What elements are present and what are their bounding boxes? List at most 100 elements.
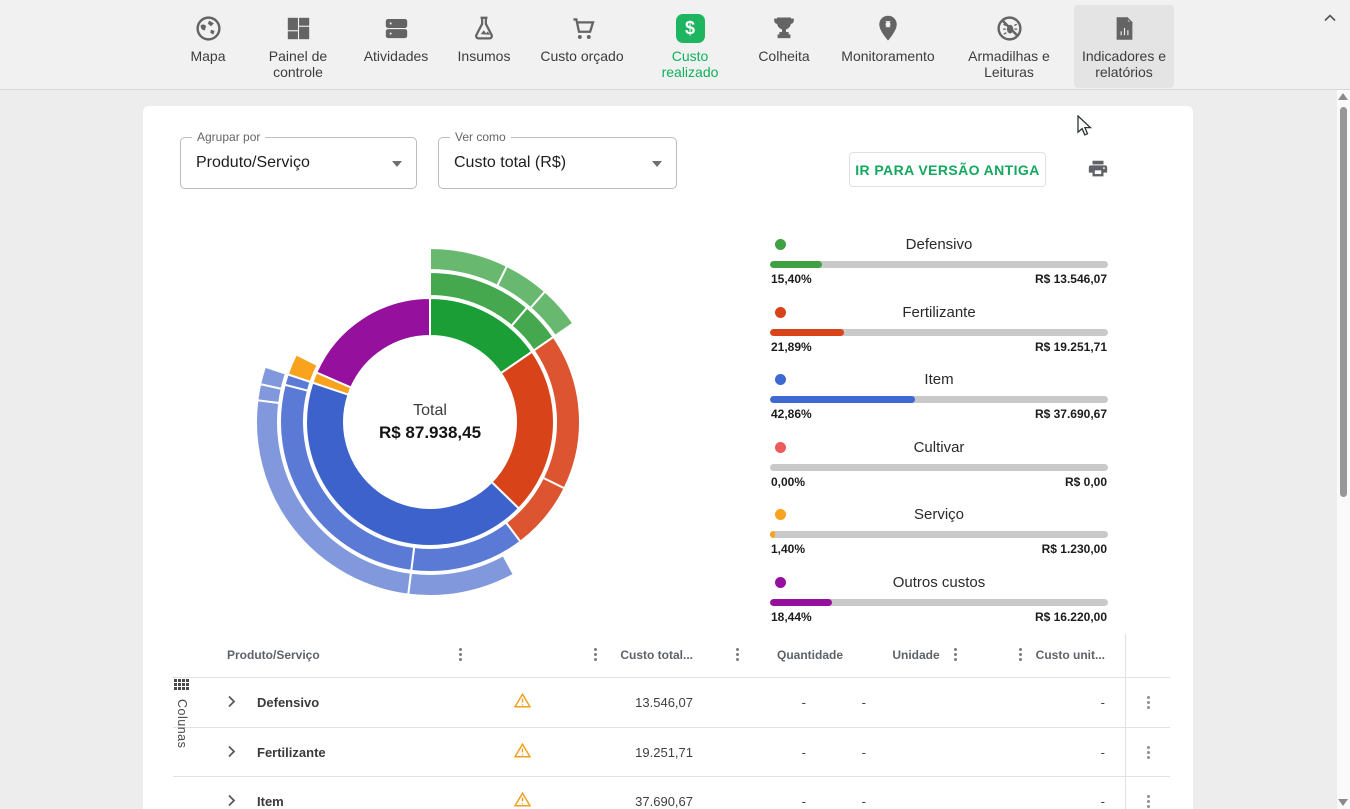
nav-label: Painel de controle (268, 48, 328, 81)
sunburst-segment[interactable] (315, 296, 431, 389)
trap-icon (995, 11, 1024, 45)
sunburst-segment[interactable] (529, 290, 575, 338)
row-quantidade: - (801, 695, 806, 710)
nav-item-monitoramento[interactable]: Monitoramento (832, 5, 944, 72)
warning-icon[interactable] (513, 791, 532, 809)
columns-grid-icon (174, 679, 190, 691)
legend-amount: R$ 13.546,07 (1034, 272, 1107, 286)
row-menu-icon[interactable] (1141, 744, 1155, 760)
nav-label: Monitoramento (841, 48, 935, 64)
sunburst-chart[interactable] (250, 242, 610, 602)
row-custo-total: 13.546,07 (635, 695, 693, 710)
columns-panel-toggle[interactable]: Colunas (174, 679, 190, 748)
row-unidade: - (861, 794, 866, 809)
warning-icon[interactable] (513, 742, 532, 763)
col-custo-unit: Custo unit... (1035, 648, 1105, 662)
legend-dot (775, 306, 786, 318)
table-row-defensivo[interactable]: Defensivo 13.546,07 - - - (173, 677, 1170, 727)
legend-item-outros-custos[interactable]: Outros custos 18,44% R$ 16.220,00 (770, 574, 1108, 624)
expand-chevron-icon[interactable] (227, 745, 236, 763)
sunburst-segment[interactable] (258, 365, 288, 391)
row-quantidade: - (801, 794, 806, 809)
scroll-down-arrow[interactable] (1338, 799, 1348, 806)
nav-item-painel-de-controle[interactable]: Painel de controle (252, 5, 344, 88)
nav-item-indicadores-e-relatorios[interactable]: Indicadores e relatórios (1074, 5, 1174, 89)
dollar-icon: $ (675, 11, 705, 45)
table-row-item[interactable]: Item 37.690,67 - - - (173, 776, 1170, 809)
nav-label: Insumos (457, 48, 511, 64)
print-icon[interactable] (1087, 158, 1109, 180)
pin-icon (874, 11, 902, 45)
row-quantidade: - (801, 744, 806, 760)
row-menu-icon[interactable] (1141, 694, 1155, 710)
legend-percent: 15,40% (771, 272, 812, 286)
legend-title: Serviço (913, 506, 965, 523)
legend-item-item[interactable]: Item 42,86% R$ 37.690,67 (770, 371, 1108, 421)
sunburst-segment[interactable] (305, 381, 521, 547)
sunburst-segment[interactable] (286, 352, 319, 384)
legend-percent: 21,89% (771, 339, 812, 354)
nav-label: Mapa (190, 48, 226, 64)
col-quantidade: Quantidade (776, 648, 843, 662)
legend-item-defensivo[interactable]: Defensivo 15,40% R$ 13.546,07 (770, 236, 1108, 286)
columns-panel-label: Colunas (175, 699, 189, 749)
table-column-divider (1125, 634, 1126, 809)
legend-percent: 1,40% (771, 542, 806, 556)
scrollbar-thumb[interactable] (1340, 107, 1347, 497)
group-by-label: Agrupar por (192, 130, 266, 144)
col-custo-total: Custo total... (620, 648, 693, 662)
view-as-label: Ver como (450, 130, 511, 144)
column-menu-icon[interactable] (1013, 646, 1027, 662)
expand-chevron-icon[interactable] (227, 695, 236, 713)
nav-item-armadilhas-e-leituras[interactable]: Armadilhas e Leituras (956, 5, 1062, 88)
legend-title: Cultivar (913, 438, 965, 456)
legend-item-servico[interactable]: Serviço 1,40% R$ 1.230,00 (770, 506, 1108, 556)
chevron-up-icon[interactable] (1320, 8, 1340, 33)
row-custo-unit: - (1100, 794, 1105, 809)
row-custo-unit: - (1100, 744, 1105, 760)
nav-item-custo-orcado[interactable]: Custo orçado (532, 5, 632, 72)
warning-icon[interactable] (513, 692, 532, 713)
view-as-select[interactable]: Ver como Custo total (R$) (438, 130, 677, 189)
column-menu-icon[interactable] (588, 646, 602, 662)
row-custo-total: 37.690,67 (635, 794, 693, 809)
row-custo-total: 19.251,71 (635, 744, 693, 760)
scrollbar[interactable] (1337, 90, 1350, 809)
column-menu-icon[interactable] (730, 646, 744, 662)
legend-dot (775, 374, 786, 385)
legend-item-fertilizante[interactable]: Fertilizante 21,89% R$ 19.251,71 (770, 304, 1108, 354)
nav-item-colheita[interactable]: Colheita (748, 5, 820, 72)
cart-icon (568, 11, 597, 45)
dashboard-icon (285, 11, 312, 45)
chart-legend: Defensivo 15,40% R$ 13.546,07 Fertilizant… (770, 236, 1108, 641)
nav-label: Atividades (363, 48, 429, 64)
column-menu-icon[interactable] (453, 646, 467, 662)
group-by-value: Produto/Serviço (196, 154, 310, 171)
legend-bar (770, 396, 1108, 403)
column-menu-icon[interactable] (948, 646, 962, 662)
legend-percent: 18,44% (771, 609, 812, 624)
expand-chevron-icon[interactable] (227, 794, 236, 809)
row-unidade: - (861, 744, 866, 760)
chart-center-total: Total R$ 87.938,45 (330, 402, 530, 443)
col-unidade: Unidade (892, 648, 940, 662)
nav-item-custo-realizado[interactable]: $ Custo realizado (644, 5, 736, 88)
legend-bar (770, 463, 1108, 471)
nav-item-insumos[interactable]: Insumos (448, 5, 520, 72)
legend-dot (775, 239, 786, 250)
nav-item-mapa[interactable]: Mapa (176, 5, 240, 72)
old-version-button[interactable]: IR PARA VERSÃO ANTIGA (849, 152, 1046, 187)
scroll-up-arrow[interactable] (1338, 93, 1348, 100)
legend-title: Fertilizante (902, 303, 976, 321)
row-menu-icon[interactable] (1141, 793, 1155, 809)
legend-dot (775, 509, 786, 520)
legend-item-cultivar[interactable]: Cultivar 0,00% R$ 0,00 (770, 439, 1108, 489)
row-unidade: - (861, 695, 866, 710)
group-by-select[interactable]: Agrupar por Produto/Serviço (180, 130, 417, 189)
legend-dot (775, 576, 786, 588)
nav-label: Armadilhas e Leituras (968, 48, 1050, 81)
chevron-down-icon (652, 161, 662, 167)
nav-item-atividades[interactable]: Atividades (356, 5, 436, 72)
table-row-fertilizante[interactable]: Fertilizante 19.251,71 - - - (173, 726, 1170, 777)
cost-table: Produto/Serviço Custo total... Quantidad… (173, 630, 1170, 809)
